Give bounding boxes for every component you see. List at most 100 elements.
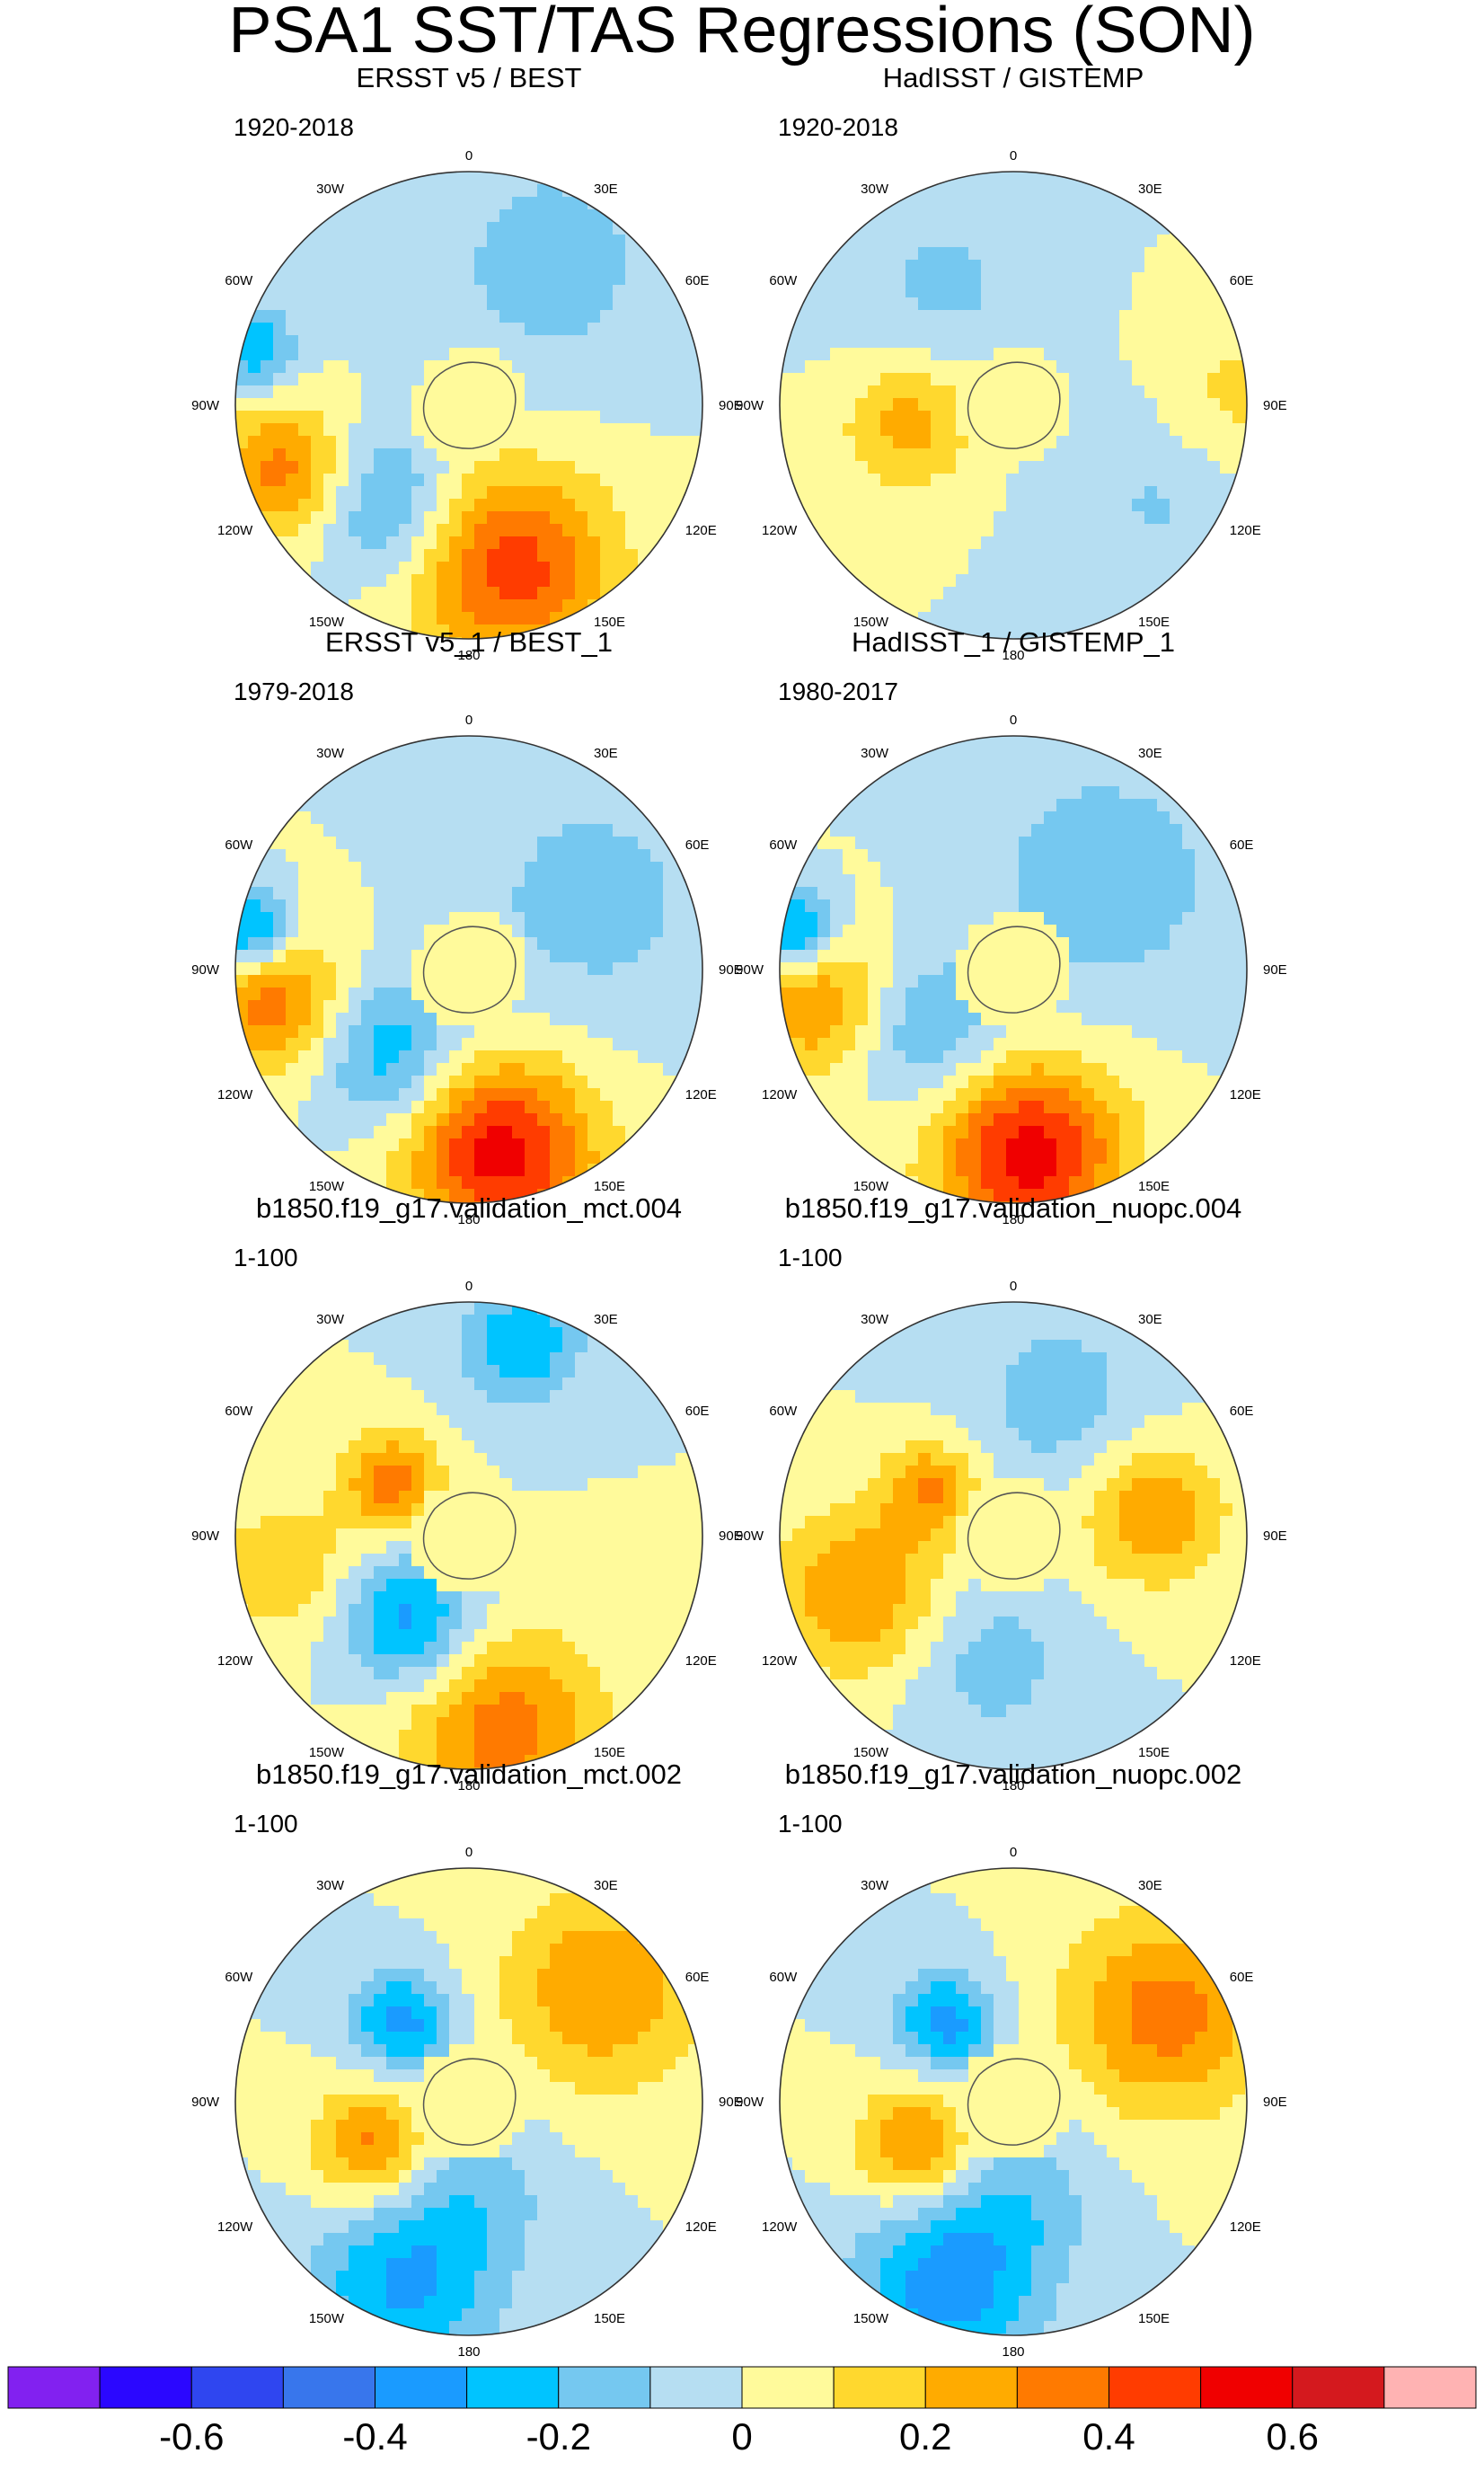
field-cell xyxy=(994,172,1007,185)
field-cell xyxy=(1220,411,1233,424)
field-cell xyxy=(1132,348,1145,361)
field-cell xyxy=(273,360,287,374)
field-cell xyxy=(487,323,500,336)
field-cell xyxy=(1220,925,1233,938)
field-cell xyxy=(487,1126,500,1139)
field-cell xyxy=(336,297,349,311)
field-cell xyxy=(437,1327,450,1341)
field-cell xyxy=(1069,849,1082,863)
field-cell xyxy=(1044,912,1057,926)
field-cell xyxy=(587,1138,601,1152)
field-cell xyxy=(311,574,324,588)
field-cell xyxy=(374,887,387,900)
field-cell xyxy=(1119,222,1133,235)
field-cell xyxy=(1006,624,1020,638)
field-cell xyxy=(474,1013,488,1026)
longitude-label: 30E xyxy=(1138,746,1162,761)
field-cell xyxy=(968,310,982,323)
field-cell xyxy=(1094,247,1108,261)
field-cell xyxy=(462,862,475,875)
field-cell xyxy=(943,824,957,837)
field-cell xyxy=(918,411,932,424)
field-cell xyxy=(868,811,881,825)
field-cell xyxy=(487,1025,500,1039)
field-cell xyxy=(943,761,957,775)
field-cell xyxy=(512,912,526,926)
field-cell xyxy=(676,461,689,474)
field-cell xyxy=(1031,786,1045,800)
field-cell xyxy=(1144,373,1158,386)
field-cell xyxy=(286,988,299,1001)
field-cell xyxy=(1006,837,1020,850)
field-cell xyxy=(956,222,969,235)
field-cell xyxy=(411,184,425,198)
field-cell xyxy=(575,962,588,976)
field-cell xyxy=(525,1390,538,1404)
field-cell xyxy=(956,824,969,837)
field-cell xyxy=(575,912,588,926)
field-cell xyxy=(349,587,362,600)
field-cell xyxy=(1132,411,1145,424)
field-cell xyxy=(918,448,932,462)
field-cell xyxy=(943,549,957,562)
field-cell xyxy=(613,824,626,837)
field-cell xyxy=(474,824,488,837)
field-cell xyxy=(1144,222,1158,235)
field-cell xyxy=(918,247,932,261)
field-cell xyxy=(487,448,500,462)
field-cell xyxy=(1056,461,1070,474)
field-cell xyxy=(311,524,324,537)
field-cell xyxy=(449,761,463,775)
field-cell xyxy=(361,811,375,825)
field-cell xyxy=(587,1013,601,1026)
field-cell xyxy=(311,1377,324,1391)
field-cell xyxy=(1069,197,1082,210)
field-cell xyxy=(562,962,576,976)
field-cell xyxy=(931,209,944,223)
field-cell xyxy=(374,811,387,825)
field-cell xyxy=(1056,774,1070,787)
field-cell xyxy=(399,874,412,888)
field-cell xyxy=(625,1377,639,1391)
field-cell xyxy=(994,222,1007,235)
field-cell xyxy=(956,1038,969,1051)
field-cell xyxy=(411,247,425,261)
field-cell xyxy=(1195,398,1208,412)
field-cell xyxy=(399,786,412,800)
field-cell xyxy=(1157,1088,1170,1102)
field-cell xyxy=(550,837,563,850)
longitude-label: 30W xyxy=(316,182,345,197)
field-cell xyxy=(931,197,944,210)
field-cell xyxy=(1019,285,1032,298)
field-cell xyxy=(1094,950,1108,963)
field-cell xyxy=(1107,297,1120,311)
field-cell xyxy=(981,1088,994,1102)
field-cell xyxy=(968,1113,982,1127)
field-cell xyxy=(1056,1126,1070,1139)
field-cell xyxy=(893,511,906,525)
field-cell xyxy=(981,323,994,336)
field-cell xyxy=(994,1076,1007,1089)
field-cell xyxy=(286,874,299,888)
field-cell xyxy=(638,524,651,537)
field-cell xyxy=(880,786,894,800)
field-cell xyxy=(1082,925,1095,938)
field-cell xyxy=(261,912,274,926)
field-cell xyxy=(843,536,856,550)
field-cell xyxy=(537,1164,551,1177)
field-cell xyxy=(575,574,588,588)
field-cell xyxy=(981,260,994,273)
field-cell xyxy=(449,1038,463,1051)
field-cell xyxy=(286,824,299,837)
field-cell xyxy=(487,862,500,875)
field-cell xyxy=(449,574,463,588)
field-cell xyxy=(1220,461,1233,474)
field-cell xyxy=(587,849,601,863)
field-cell xyxy=(918,837,932,850)
field-cell xyxy=(1031,824,1045,837)
field-cell xyxy=(399,524,412,537)
field-cell xyxy=(462,736,475,749)
field-cell xyxy=(411,1063,425,1076)
field-cell xyxy=(931,360,944,374)
field-cell xyxy=(525,599,538,613)
